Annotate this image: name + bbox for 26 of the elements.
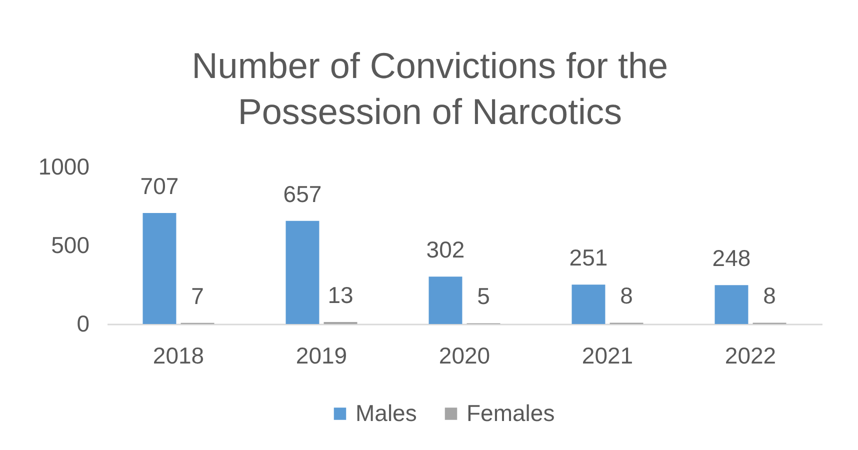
y-tick-label: 1000	[38, 154, 90, 180]
y-tick-label: 500	[51, 232, 90, 258]
data-label: 657	[283, 180, 322, 207]
data-label: 302	[426, 236, 465, 263]
x-tick-label: 2020	[438, 342, 490, 368]
bar	[714, 285, 748, 324]
data-label: 248	[712, 245, 751, 272]
data-label: 13	[328, 282, 354, 308]
bar	[572, 284, 606, 324]
legend-label: Females	[466, 400, 555, 426]
data-label: 8	[763, 282, 776, 309]
data-label: 5	[477, 283, 490, 310]
data-label: 251	[569, 244, 608, 271]
y-tick-label: 0	[76, 310, 90, 336]
bar	[142, 213, 176, 324]
bar	[428, 276, 462, 324]
bar	[286, 220, 320, 324]
data-label: 707	[140, 173, 179, 199]
data-label: 7	[191, 282, 204, 309]
x-tick-label: 2019	[296, 342, 348, 368]
chart-title: Number of Convictions for the Possession of Narcotics	[192, 45, 668, 132]
x-tick-label: 2018	[152, 342, 204, 368]
x-tick-label: 2022	[724, 342, 776, 368]
data-label: 8	[620, 282, 633, 309]
legend-label: Males	[356, 400, 417, 426]
x-tick-label: 2021	[582, 342, 634, 368]
